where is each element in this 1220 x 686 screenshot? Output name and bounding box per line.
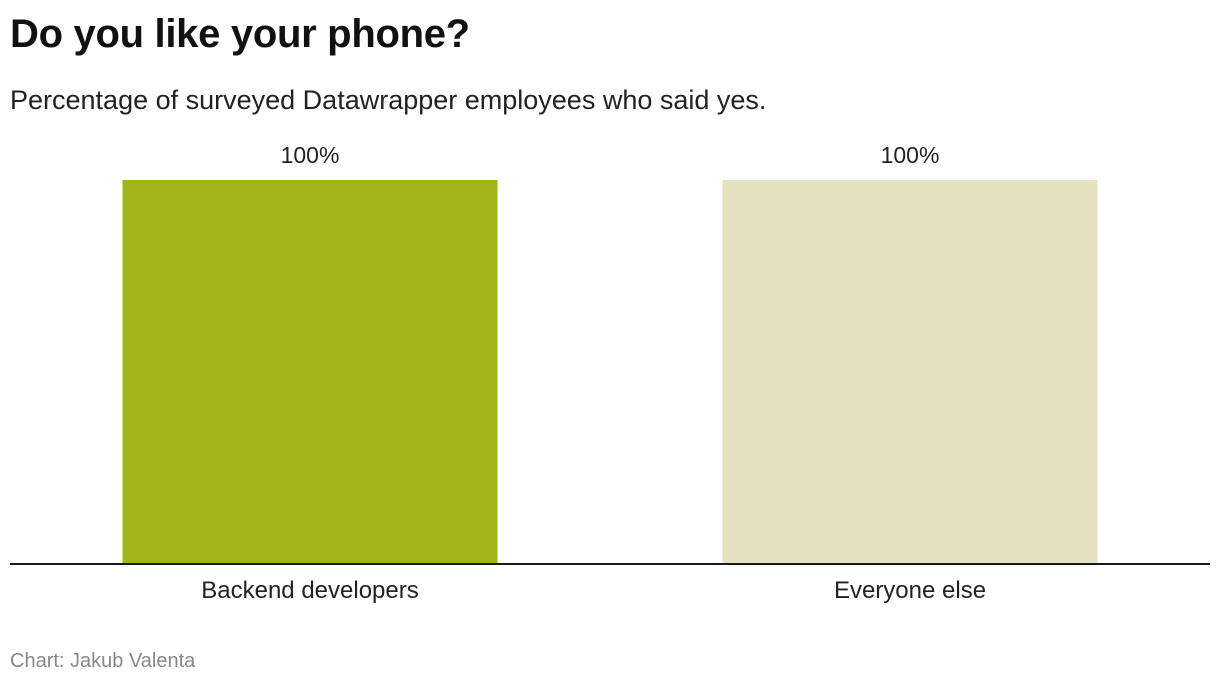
bar-value-label-0: 100% — [281, 142, 340, 168]
chart-title: Do you like your phone? — [10, 12, 470, 56]
chart-credit: Chart: Jakub Valenta — [10, 650, 196, 672]
chart-subtitle: Percentage of surveyed Datawrapper emplo… — [10, 85, 767, 115]
bar-chart: 100% Backend developers 100% Everyone else — [10, 142, 1210, 604]
category-label-0: Backend developers — [201, 577, 418, 604]
bar-value-label-1: 100% — [881, 142, 940, 168]
bar-0 — [122, 180, 498, 564]
bar-1 — [722, 180, 1098, 564]
category-label-1: Everyone else — [834, 577, 986, 604]
bars-layer: 100% Backend developers 100% Everyone else — [122, 142, 1098, 604]
